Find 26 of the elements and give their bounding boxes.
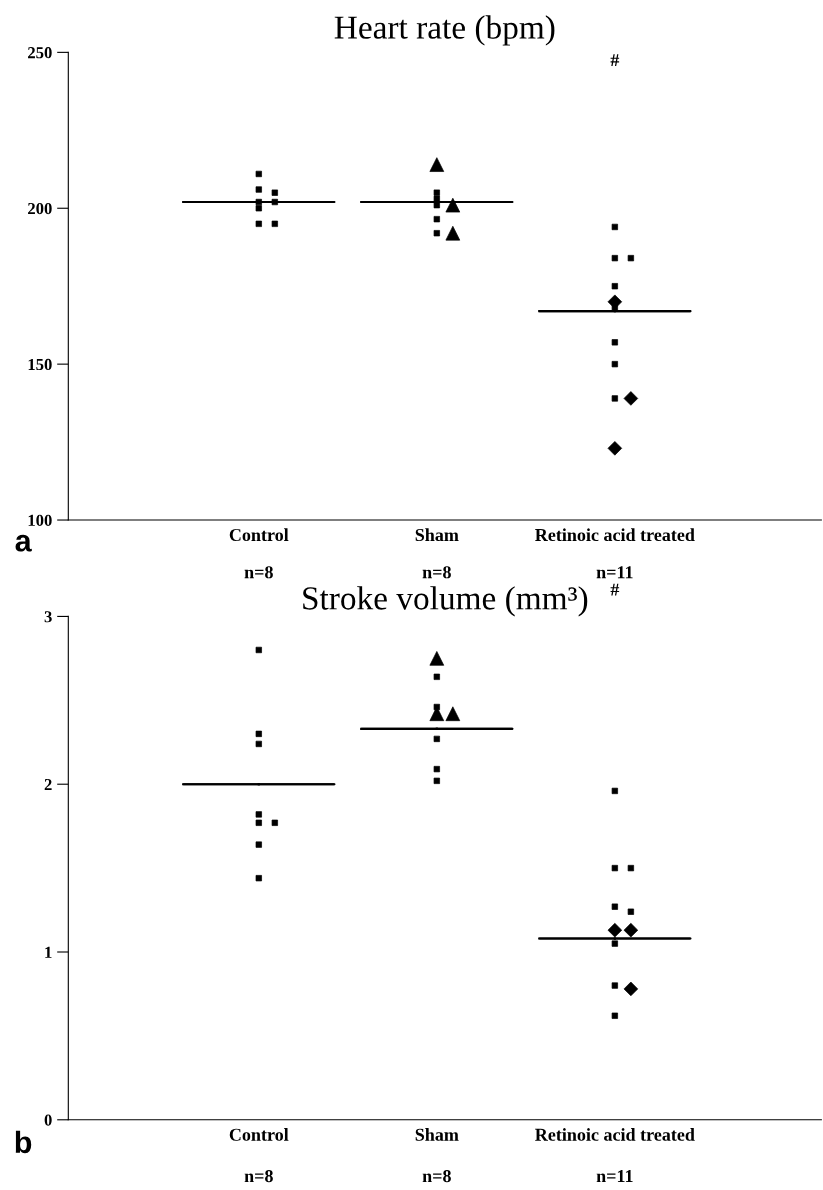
text: a [15,534,32,552]
y-tick-label: 0 [44,1114,52,1126]
chart-title: Stroke volume (mm³) [303,586,588,617]
x-tick-label: Retinoic acid treated [535,528,695,542]
x-tick-label: Sham [415,528,459,542]
text: # [610,583,620,596]
text: n=8 [422,566,451,579]
y-tick-label: 250 [28,47,52,59]
x-tick-label: Control [229,528,289,542]
chart-title: Heart rate (bpm) [334,15,555,46]
y-tick-label: 100 [28,514,52,526]
y-tick-label: 3 [44,611,52,623]
text: b [15,1130,32,1154]
x-tick-label: Control [229,1128,289,1141]
text: n=8 [244,1170,273,1183]
text: n=11 [596,566,633,579]
annotation: # [610,54,620,67]
x-tick-label: Retinoic acid treated [535,1128,695,1141]
text: n=11 [596,1170,633,1183]
text: n=8 [422,1170,451,1183]
x-tick-label: Sham [415,1128,459,1141]
y-tick-label: 1 [45,946,52,958]
y-tick-label: 200 [28,202,52,215]
y-tick-label: 2 [44,778,52,790]
y-tick-label: 150 [28,358,52,371]
text: n=8 [244,566,273,579]
